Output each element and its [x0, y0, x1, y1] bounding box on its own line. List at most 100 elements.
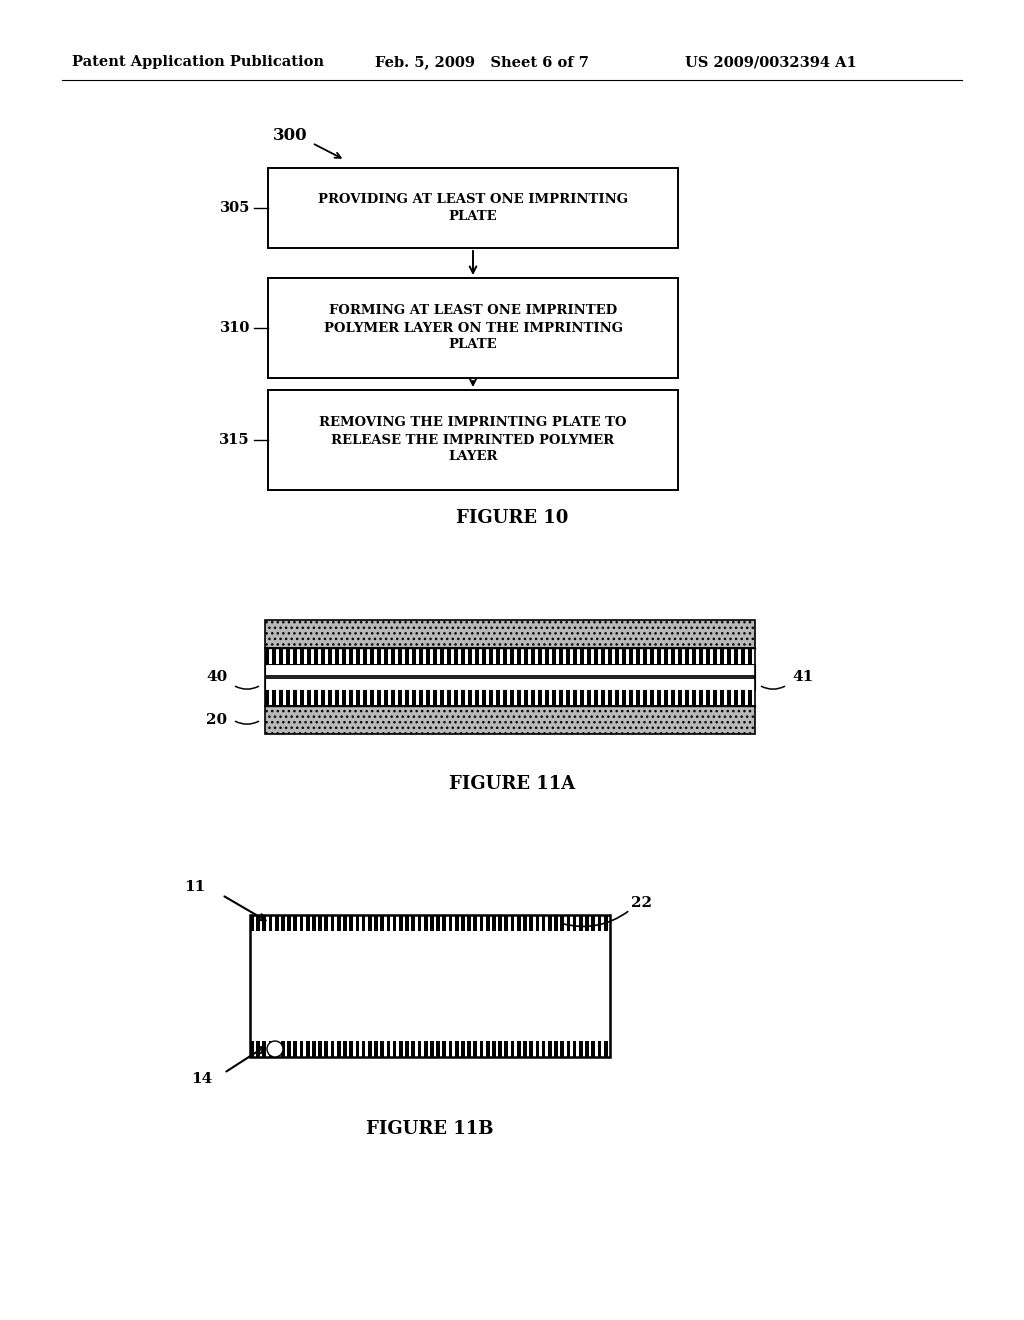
Bar	[406, 690, 409, 706]
Bar	[265, 664, 755, 690]
Text: 40: 40	[207, 671, 227, 684]
Bar	[524, 648, 527, 664]
Bar	[349, 1041, 353, 1057]
Bar	[262, 1041, 266, 1057]
Bar	[536, 915, 540, 931]
Bar	[505, 915, 508, 931]
Bar	[636, 648, 640, 664]
Bar	[307, 690, 311, 706]
Bar	[321, 648, 325, 664]
Bar	[685, 690, 689, 706]
Bar	[306, 1041, 309, 1057]
Text: Patent Application Publication: Patent Application Publication	[72, 55, 324, 69]
Bar	[505, 1041, 508, 1057]
Bar	[325, 1041, 329, 1057]
Bar	[436, 915, 440, 931]
Bar	[436, 1041, 440, 1057]
Bar	[370, 648, 374, 664]
Text: 315: 315	[219, 433, 250, 447]
Bar	[538, 648, 542, 664]
Bar	[256, 915, 260, 931]
Bar	[256, 1041, 260, 1057]
Bar	[294, 1041, 297, 1057]
Bar	[362, 690, 367, 706]
Bar	[554, 1041, 558, 1057]
Bar	[393, 915, 396, 931]
Bar	[461, 648, 465, 664]
Bar	[442, 915, 446, 931]
Bar	[281, 1041, 285, 1057]
Bar	[485, 1041, 489, 1057]
Text: 22: 22	[632, 896, 652, 909]
Bar	[374, 915, 378, 931]
Bar	[449, 1041, 453, 1057]
Bar	[268, 389, 678, 490]
Bar	[384, 648, 388, 664]
Bar	[671, 690, 675, 706]
Bar	[412, 648, 416, 664]
Bar	[274, 915, 279, 931]
Bar	[510, 648, 514, 664]
Bar	[250, 915, 610, 1057]
Bar	[643, 648, 647, 664]
Bar	[529, 1041, 534, 1057]
Bar	[479, 1041, 483, 1057]
Bar	[426, 690, 430, 706]
Bar	[399, 915, 402, 931]
Bar	[318, 1041, 322, 1057]
Bar	[601, 690, 605, 706]
Bar	[598, 1041, 601, 1057]
Bar	[699, 690, 702, 706]
Bar	[485, 915, 489, 931]
Text: 41: 41	[793, 671, 814, 684]
Bar	[355, 1041, 359, 1057]
Bar	[580, 690, 584, 706]
Bar	[741, 690, 744, 706]
Bar	[268, 279, 678, 378]
Bar	[542, 1041, 546, 1057]
Bar	[585, 1041, 589, 1057]
Bar	[604, 915, 607, 931]
Bar	[629, 690, 633, 706]
Bar	[368, 1041, 372, 1057]
Bar	[461, 1041, 465, 1057]
Bar	[748, 648, 752, 664]
Bar	[325, 915, 329, 931]
Text: FIGURE 10: FIGURE 10	[456, 510, 568, 527]
Bar	[265, 648, 269, 664]
Bar	[274, 1041, 279, 1057]
Bar	[496, 690, 500, 706]
Bar	[250, 1041, 610, 1057]
Bar	[250, 1041, 254, 1057]
Bar	[361, 1041, 366, 1057]
Text: 305: 305	[219, 201, 250, 215]
Bar	[265, 620, 755, 648]
Bar	[461, 690, 465, 706]
Bar	[406, 1041, 409, 1057]
Bar	[531, 690, 535, 706]
Bar	[262, 915, 266, 931]
Bar	[692, 648, 696, 664]
Bar	[467, 915, 471, 931]
Bar	[430, 915, 434, 931]
Bar	[493, 915, 496, 931]
Bar	[572, 915, 577, 931]
Text: Feb. 5, 2009   Sheet 6 of 7: Feb. 5, 2009 Sheet 6 of 7	[375, 55, 589, 69]
Bar	[671, 648, 675, 664]
Bar	[629, 648, 633, 664]
Bar	[566, 1041, 570, 1057]
Bar	[566, 648, 569, 664]
Bar	[657, 690, 660, 706]
Bar	[489, 648, 493, 664]
Bar	[601, 648, 605, 664]
Bar	[418, 915, 421, 931]
Text: US 2009/0032394 A1: US 2009/0032394 A1	[685, 55, 857, 69]
Bar	[361, 915, 366, 931]
Bar	[440, 648, 443, 664]
Bar	[560, 1041, 564, 1057]
Bar	[279, 648, 283, 664]
Bar	[496, 648, 500, 664]
Bar	[268, 1041, 272, 1057]
Bar	[475, 648, 479, 664]
Text: 310: 310	[219, 321, 250, 335]
